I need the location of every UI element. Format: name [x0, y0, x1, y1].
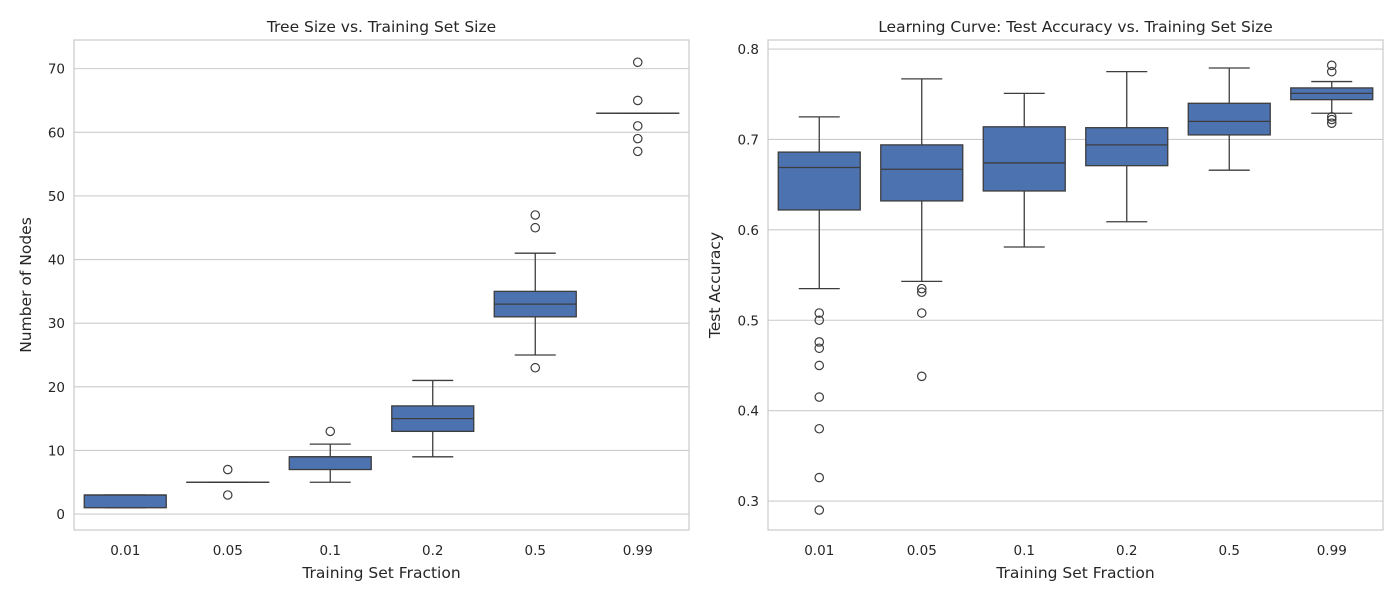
- outlier-point: [916, 287, 927, 298]
- x-tick-labels: 0.01 0.05 0.1 0.2 0.5 0.99: [804, 543, 1347, 559]
- x-tick-label: 0.5: [525, 543, 546, 559]
- x-tick-label: 0.2: [1116, 543, 1137, 559]
- y-tick-label: 50: [48, 189, 65, 205]
- x-tick-labels: 0.01 0.05 0.1 0.2 0.5 0.99: [110, 543, 653, 559]
- outlier-point: [814, 505, 825, 515]
- outlier-point: [325, 426, 336, 437]
- y-tick-label: 0.8: [738, 42, 759, 58]
- y-tick-label: 0.3: [738, 494, 759, 510]
- outlier-point: [1326, 66, 1337, 77]
- y-tick-label: 60: [48, 125, 65, 141]
- outlier-point: [222, 464, 233, 475]
- y-tick-labels: 0.3 0.4 0.5 0.6 0.7 0.8: [738, 42, 759, 510]
- outlier-point: [530, 210, 541, 220]
- tree-size-chart: 0 10 20 30 40 50 60 70 0.01 0.05 0.1 0.2 0.5 0.99 Tr…: [17, 18, 690, 582]
- iqr-box: [777, 151, 861, 211]
- boxplots: [777, 60, 1374, 515]
- boxplot-0.99: [1290, 60, 1374, 128]
- boxplot-0.5: [493, 210, 577, 373]
- outlier-point: [814, 337, 825, 347]
- outlier-point: [530, 362, 541, 373]
- outlier-point: [916, 371, 927, 382]
- x-tick-label: 0.01: [804, 543, 834, 559]
- x-tick-label: 0.05: [213, 543, 243, 559]
- boxplot-0.05: [880, 78, 964, 382]
- outlier-point: [916, 308, 927, 318]
- y-axis-label: Test Accuracy: [706, 232, 724, 339]
- outlier-point: [814, 392, 825, 402]
- x-tick-label: 0.99: [623, 543, 653, 559]
- outlier-point: [1326, 118, 1337, 128]
- y-tick-label: 30: [48, 316, 65, 332]
- boxplots: [83, 57, 680, 509]
- outlier-point: [814, 315, 825, 326]
- outlier-point: [222, 490, 233, 500]
- y-tick-labels: 0 10 20 30 40 50 60 70: [48, 62, 65, 523]
- x-tick-label: 0.5: [1219, 543, 1240, 559]
- boxplot-0.1: [288, 426, 372, 483]
- y-tick-label: 0.7: [738, 132, 759, 148]
- plot-frame: [767, 39, 1384, 531]
- iqr-box: [880, 144, 964, 202]
- outlier-point: [632, 121, 643, 131]
- boxplot-0.5: [1187, 67, 1271, 171]
- outlier-point: [1326, 114, 1337, 125]
- boxplot-0.2: [391, 379, 475, 458]
- x-tick-label: 0.01: [110, 543, 140, 559]
- chart-title: Learning Curve: Test Accuracy vs. Traini…: [878, 18, 1273, 36]
- y-tick-label: 20: [48, 380, 65, 396]
- boxplot-0.1: [982, 92, 1066, 248]
- boxplot-0.99: [596, 57, 680, 157]
- outlier-point: [632, 95, 643, 106]
- plot-area-background: [74, 40, 689, 530]
- outlier-point: [814, 308, 825, 318]
- y-tick-label: 70: [48, 62, 65, 78]
- outlier-point: [530, 222, 541, 233]
- x-tick-label: 0.1: [320, 543, 341, 559]
- outlier-point: [632, 133, 643, 144]
- iqr-box: [982, 126, 1066, 192]
- x-axis-label: Training Set Fraction: [301, 564, 460, 582]
- iqr-box: [83, 494, 167, 509]
- y-tick-label: 10: [48, 443, 65, 459]
- outlier-point: [1326, 60, 1337, 71]
- boxplot-0.2: [1085, 70, 1169, 223]
- x-tick-label: 0.99: [1317, 543, 1347, 559]
- outlier-point: [814, 360, 825, 371]
- y-gridlines: [768, 48, 1383, 502]
- iqr-box: [1187, 102, 1271, 136]
- plot-area-background: [768, 40, 1383, 530]
- plot-frame: [73, 39, 690, 531]
- outlier-point: [632, 57, 643, 68]
- iqr-box: [1085, 127, 1169, 167]
- outlier-point: [916, 283, 927, 294]
- y-tick-label: 0.4: [738, 404, 759, 420]
- outlier-point: [632, 146, 643, 157]
- y-tick-label: 40: [48, 253, 65, 269]
- boxplot-0.01: [83, 494, 167, 509]
- boxplot-0.01: [777, 116, 861, 515]
- boxplot-0.05: [186, 464, 270, 500]
- outlier-point: [1326, 112, 1337, 122]
- y-tick-label: 0: [56, 507, 65, 523]
- y-tick-label: 0.5: [738, 313, 759, 329]
- outlier-point: [814, 472, 825, 483]
- test-accuracy-chart: 0.3 0.4 0.5 0.6 0.7 0.8 0.01 0.05 0.1 0.2 0.5 0.99…: [706, 18, 1384, 582]
- outlier-point: [814, 343, 825, 354]
- y-tick-label: 0.6: [738, 223, 759, 239]
- x-axis-label: Training Set Fraction: [995, 564, 1154, 582]
- chart-title: Tree Size vs. Training Set Size: [266, 18, 496, 36]
- iqr-box: [288, 456, 372, 471]
- x-tick-label: 0.05: [907, 543, 937, 559]
- x-tick-label: 0.2: [422, 543, 443, 559]
- outlier-point: [814, 423, 825, 434]
- y-axis-label: Number of Nodes: [17, 217, 35, 353]
- y-gridlines: [74, 68, 689, 515]
- x-tick-label: 0.1: [1014, 543, 1035, 559]
